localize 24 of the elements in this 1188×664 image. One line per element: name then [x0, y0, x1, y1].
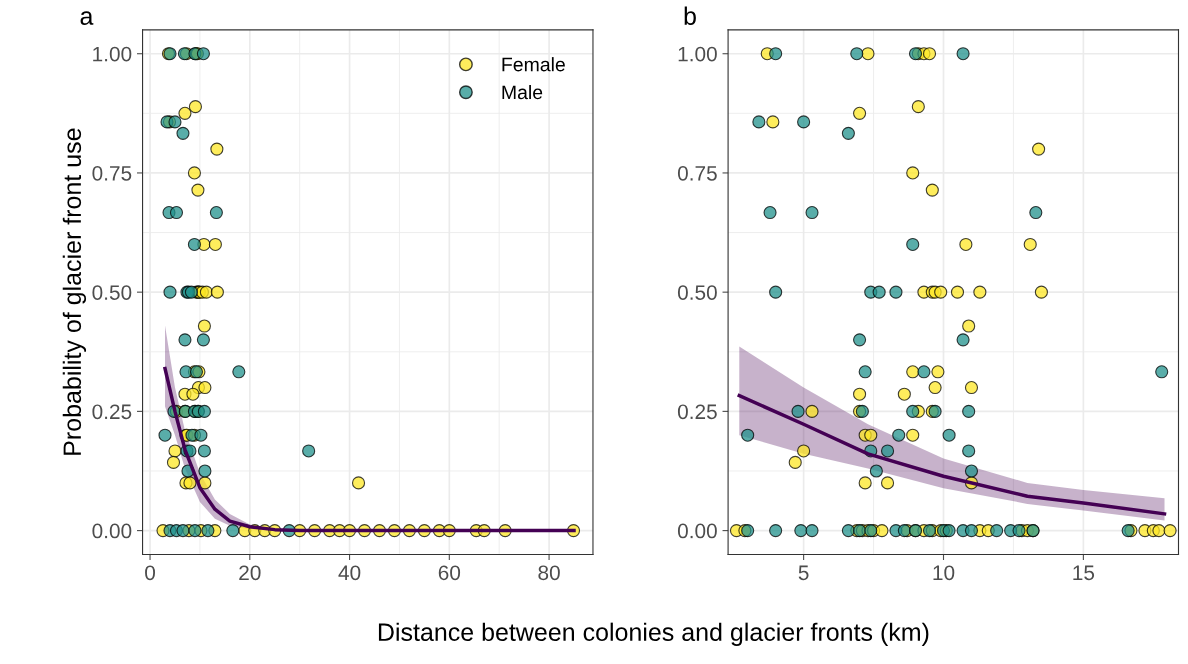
x-tick-label: 60 [438, 565, 461, 581]
y-axis-title: Probability of glacier front use [62, 128, 87, 455]
x-tick-label: 40 [338, 565, 361, 581]
y-tick-label: 1.00 [678, 46, 717, 62]
y-tick-label: 0.50 [92, 285, 132, 300]
y-tick-label: 0.75 [677, 165, 717, 181]
y-tick-label: 1.00 [93, 46, 132, 62]
y-tick-label: 0.00 [677, 523, 717, 539]
x-tick-label: 5 [798, 565, 809, 581]
y-tick-label: 0.75 [92, 165, 132, 181]
chart-title: a [80, 11, 94, 25]
y-tick-label: 0.25 [92, 404, 132, 420]
legend-label: Female [502, 57, 565, 72]
x-tick-label: 15 [1073, 565, 1095, 581]
x-tick-label: 20 [239, 565, 261, 581]
x-tick-label: 10 [933, 565, 955, 581]
y-tick-label: 0.25 [677, 404, 717, 420]
y-tick-label: 0.00 [92, 523, 132, 539]
y-tick-label: 0.50 [677, 285, 717, 300]
x-tick-label: 0 [145, 565, 156, 581]
x-tick-label: 80 [538, 565, 560, 581]
x-axis-title: Distance between colonies and glacier fronts (km) [378, 622, 929, 646]
legend-label: Male [502, 84, 543, 100]
chart-title: b [684, 6, 696, 25]
